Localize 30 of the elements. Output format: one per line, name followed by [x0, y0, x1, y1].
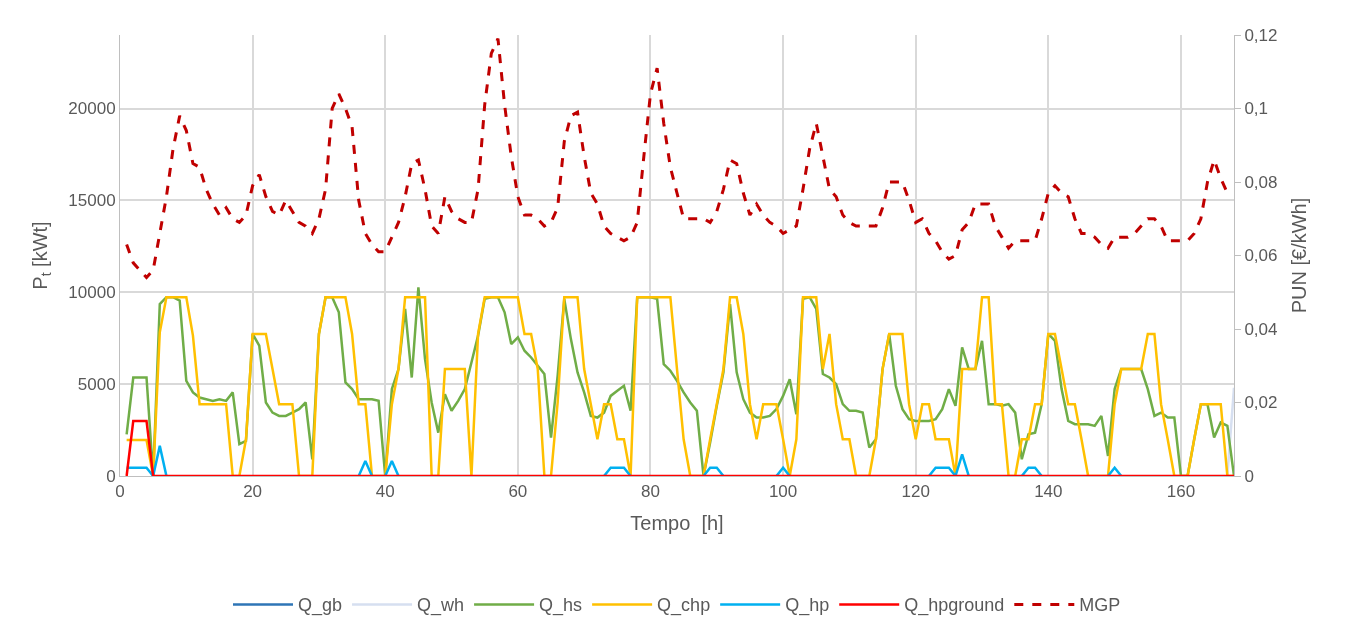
x-tick-label: 140: [1034, 482, 1063, 502]
y-tick-label: 20000: [68, 99, 116, 119]
legend-label: Q_hs: [539, 595, 583, 617]
legend-label: Q_chp: [657, 595, 711, 617]
legend-label: MGP: [1079, 595, 1121, 616]
y2-axis-title: PUN [€/kWh]: [1287, 197, 1310, 314]
x-tick-label: 80: [641, 482, 660, 502]
y-tick-label: 10000: [68, 283, 116, 303]
x-tick-label: 160: [1166, 482, 1196, 502]
x-tick-label: 20: [243, 482, 263, 502]
y2-tick-label: 0,12: [1244, 25, 1278, 45]
legend-label: Q_hp: [785, 595, 830, 617]
y2-tick-label: 0: [1244, 466, 1254, 486]
x-tick-label: 100: [768, 482, 798, 502]
y2-tick-label: 0,02: [1244, 393, 1278, 413]
y2-tick-label: 0,04: [1244, 319, 1278, 339]
y2-tick-label: 0,06: [1244, 246, 1278, 266]
line-series: [125, 37, 1229, 280]
y2-tick-label: 0,1: [1244, 99, 1269, 119]
y2-tick-label: 0,08: [1244, 172, 1278, 192]
legend-label: Q_hpground: [904, 595, 1005, 617]
x-tick-label: 60: [508, 482, 528, 502]
legend-label: Q_wh: [417, 595, 465, 617]
x-tick-label: 120: [901, 482, 930, 502]
y-tick-label: 5000: [77, 375, 116, 395]
legend-label: Q_gb: [298, 595, 343, 617]
x-tick-label: 40: [375, 482, 395, 502]
x-axis-title: Tempo [h]: [630, 511, 724, 534]
y-tick-label: 0: [106, 466, 116, 486]
y-tick-label: 15000: [68, 191, 116, 211]
